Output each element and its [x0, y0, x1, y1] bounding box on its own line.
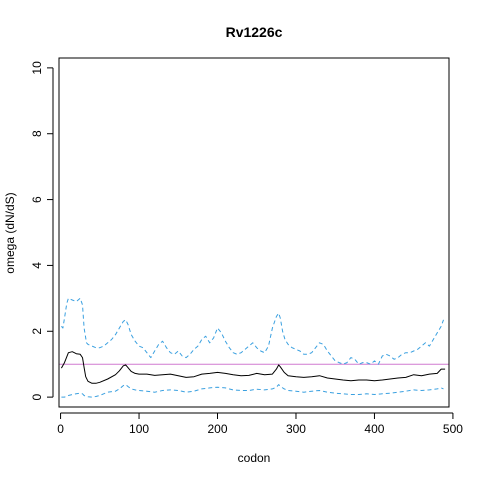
x-tick-label: 500	[443, 422, 463, 436]
y-tick-label: 2	[30, 328, 44, 335]
series-line-2	[61, 297, 444, 365]
y-tick-label: 8	[30, 130, 44, 137]
x-tick-label: 100	[129, 422, 149, 436]
x-tick-label: 300	[286, 422, 306, 436]
x-axis-label: codon	[238, 451, 271, 465]
y-tick-label: 4	[30, 262, 44, 269]
series-line-1	[60, 351, 446, 384]
axes-layer: 0 100 200 300 400 500 0 2 4 6 8 10	[30, 61, 463, 436]
chart-title: Rv1226c	[226, 24, 283, 40]
x-tick-label: 400	[364, 422, 384, 436]
x-tick-label: 0	[57, 422, 64, 436]
y-tick-label: 0	[30, 393, 44, 400]
y-tick-label: 10	[30, 61, 44, 75]
y-tick-label: 6	[30, 196, 44, 203]
x-tick-label: 200	[207, 422, 227, 436]
series-layer	[60, 297, 446, 398]
plot-frame	[58, 57, 450, 408]
y-axis-label: omega (dN/dS)	[3, 192, 17, 273]
series-line-3	[61, 384, 444, 398]
